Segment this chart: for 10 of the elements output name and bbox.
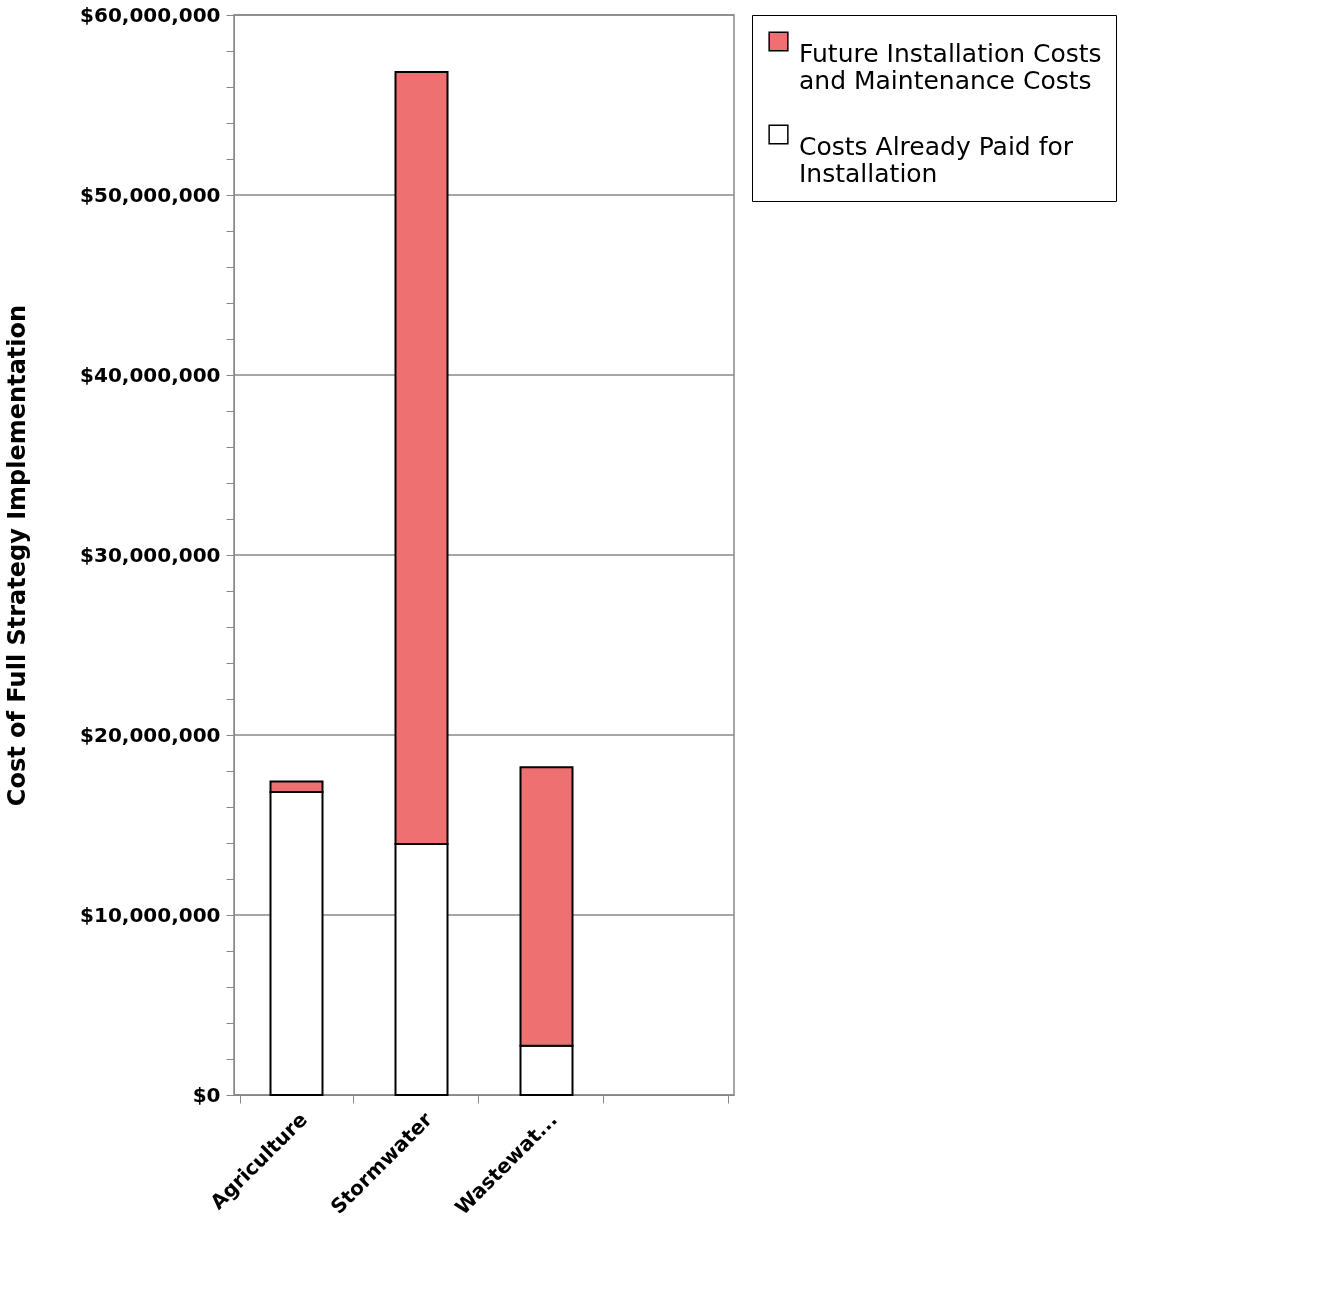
y-axis-title: Cost of Full Strategy Implementation — [3, 304, 32, 807]
legend-label: Future Installation Costs and Maintenance Costs — [799, 38, 1102, 95]
legend-label: Costs Already Paid for Installation — [799, 131, 1074, 188]
y-tick-label: $50,000,000 — [80, 182, 221, 207]
y-tick-label: $40,000,000 — [80, 362, 221, 387]
y-tick-label: $10,000,000 — [80, 902, 221, 927]
y-tick-label: $60,000,000 — [80, 2, 221, 27]
y-tick-label: $0 — [192, 1082, 221, 1107]
y-tick-label: $30,000,000 — [80, 542, 221, 567]
y-tick-label: $20,000,000 — [80, 722, 221, 747]
